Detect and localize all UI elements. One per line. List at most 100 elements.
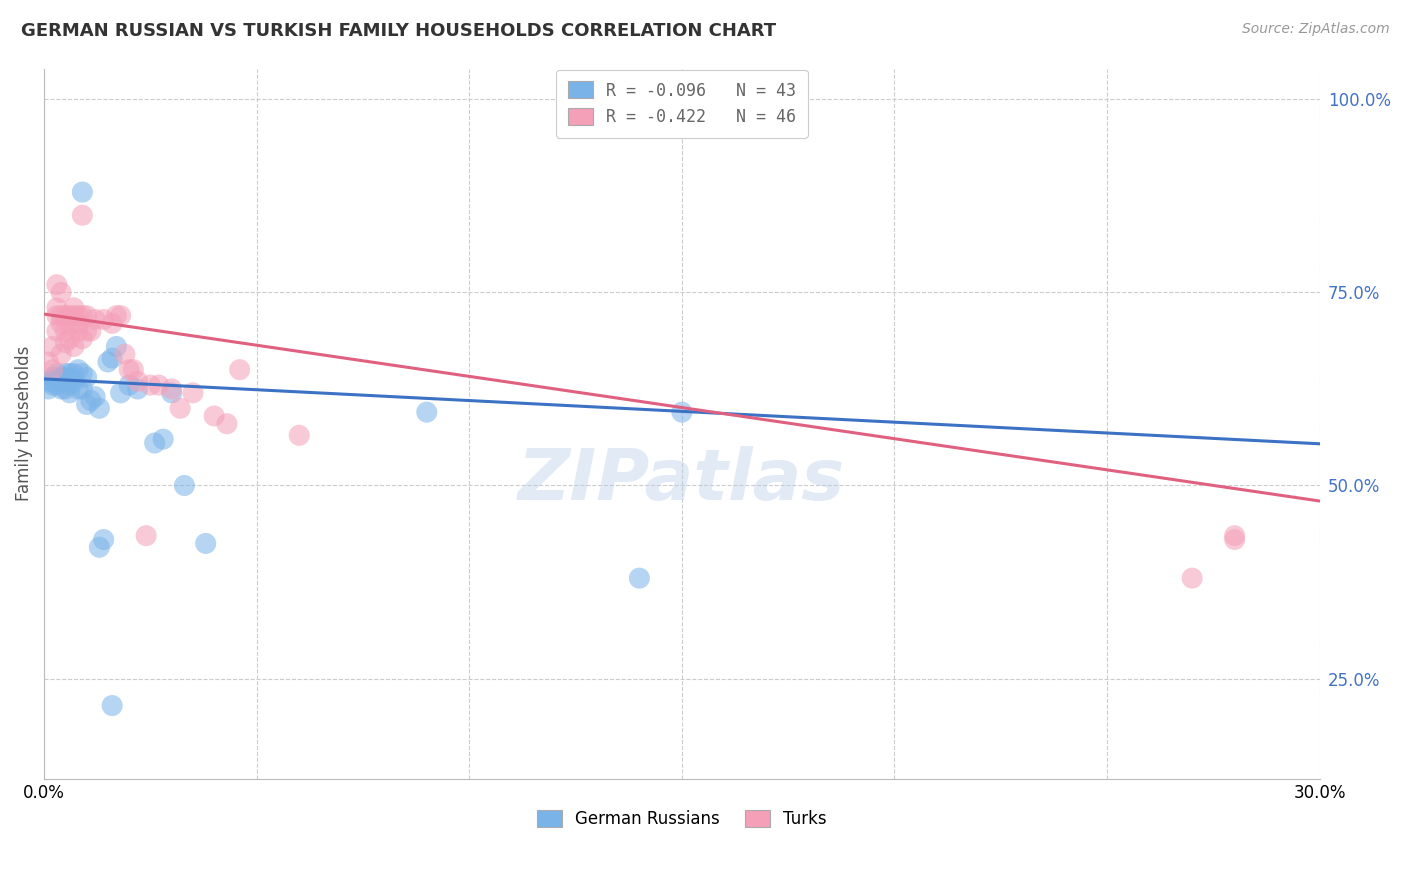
- Point: [59, 332, 82, 346]
- Point: [110, 309, 132, 323]
- Point: [110, 385, 132, 400]
- Point: [671, 405, 693, 419]
- Point: [49, 285, 72, 300]
- Point: [63, 339, 86, 353]
- Point: [45, 367, 67, 381]
- Point: [45, 309, 67, 323]
- Point: [63, 309, 86, 323]
- Point: [49, 382, 72, 396]
- Point: [59, 367, 82, 381]
- Point: [45, 324, 67, 338]
- Point: [288, 428, 311, 442]
- Point: [80, 324, 103, 338]
- Point: [37, 382, 59, 396]
- Point: [59, 385, 82, 400]
- Point: [97, 355, 120, 369]
- Point: [45, 277, 67, 292]
- Point: [160, 385, 183, 400]
- Point: [72, 185, 94, 199]
- Point: [49, 316, 72, 330]
- Point: [72, 309, 94, 323]
- Point: [72, 332, 94, 346]
- Point: [135, 529, 157, 543]
- Point: [72, 208, 94, 222]
- Point: [53, 374, 76, 388]
- Point: [41, 378, 63, 392]
- Point: [89, 401, 111, 416]
- Point: [118, 362, 141, 376]
- Point: [1223, 529, 1246, 543]
- Point: [59, 378, 82, 392]
- Point: [45, 370, 67, 384]
- Point: [228, 362, 250, 376]
- Point: [127, 382, 149, 396]
- Point: [49, 347, 72, 361]
- Point: [1181, 571, 1204, 585]
- Point: [143, 436, 166, 450]
- Point: [49, 374, 72, 388]
- Point: [127, 374, 149, 388]
- Point: [181, 385, 204, 400]
- Point: [76, 324, 98, 338]
- Text: GERMAN RUSSIAN VS TURKISH FAMILY HOUSEHOLDS CORRELATION CHART: GERMAN RUSSIAN VS TURKISH FAMILY HOUSEHO…: [21, 22, 776, 40]
- Point: [101, 698, 124, 713]
- Point: [169, 401, 191, 416]
- Point: [63, 301, 86, 315]
- Point: [63, 374, 86, 388]
- Point: [105, 339, 128, 353]
- Point: [59, 316, 82, 330]
- Point: [114, 347, 136, 361]
- Point: [84, 312, 107, 326]
- Point: [41, 362, 63, 376]
- Point: [63, 367, 86, 381]
- Point: [93, 533, 115, 547]
- Point: [84, 390, 107, 404]
- Legend: German Russians, Turks: German Russians, Turks: [530, 803, 834, 835]
- Point: [41, 370, 63, 384]
- Point: [67, 324, 90, 338]
- Point: [101, 316, 124, 330]
- Point: [215, 417, 238, 431]
- Point: [416, 405, 439, 419]
- Point: [67, 382, 90, 396]
- Point: [37, 355, 59, 369]
- Point: [93, 312, 115, 326]
- Point: [53, 370, 76, 384]
- Point: [53, 382, 76, 396]
- Text: ZIPatlas: ZIPatlas: [519, 446, 845, 515]
- Point: [1223, 533, 1246, 547]
- Point: [53, 309, 76, 323]
- Y-axis label: Family Households: Family Households: [15, 346, 32, 501]
- Point: [49, 309, 72, 323]
- Point: [160, 382, 183, 396]
- Point: [122, 362, 145, 376]
- Point: [89, 541, 111, 555]
- Point: [101, 351, 124, 365]
- Point: [45, 301, 67, 315]
- Point: [67, 309, 90, 323]
- Point: [80, 393, 103, 408]
- Point: [72, 382, 94, 396]
- Point: [105, 309, 128, 323]
- Point: [67, 316, 90, 330]
- Point: [59, 372, 82, 386]
- Text: Source: ZipAtlas.com: Source: ZipAtlas.com: [1241, 22, 1389, 37]
- Point: [53, 324, 76, 338]
- Point: [49, 370, 72, 384]
- Point: [202, 409, 225, 423]
- Point: [41, 339, 63, 353]
- Point: [76, 397, 98, 411]
- Point: [41, 374, 63, 388]
- Point: [194, 536, 217, 550]
- Point: [118, 378, 141, 392]
- Point: [148, 378, 170, 392]
- Point: [37, 374, 59, 388]
- Point: [72, 367, 94, 381]
- Point: [59, 309, 82, 323]
- Point: [45, 378, 67, 392]
- Point: [173, 478, 195, 492]
- Point: [139, 378, 162, 392]
- Point: [76, 309, 98, 323]
- Point: [152, 432, 174, 446]
- Point: [76, 370, 98, 384]
